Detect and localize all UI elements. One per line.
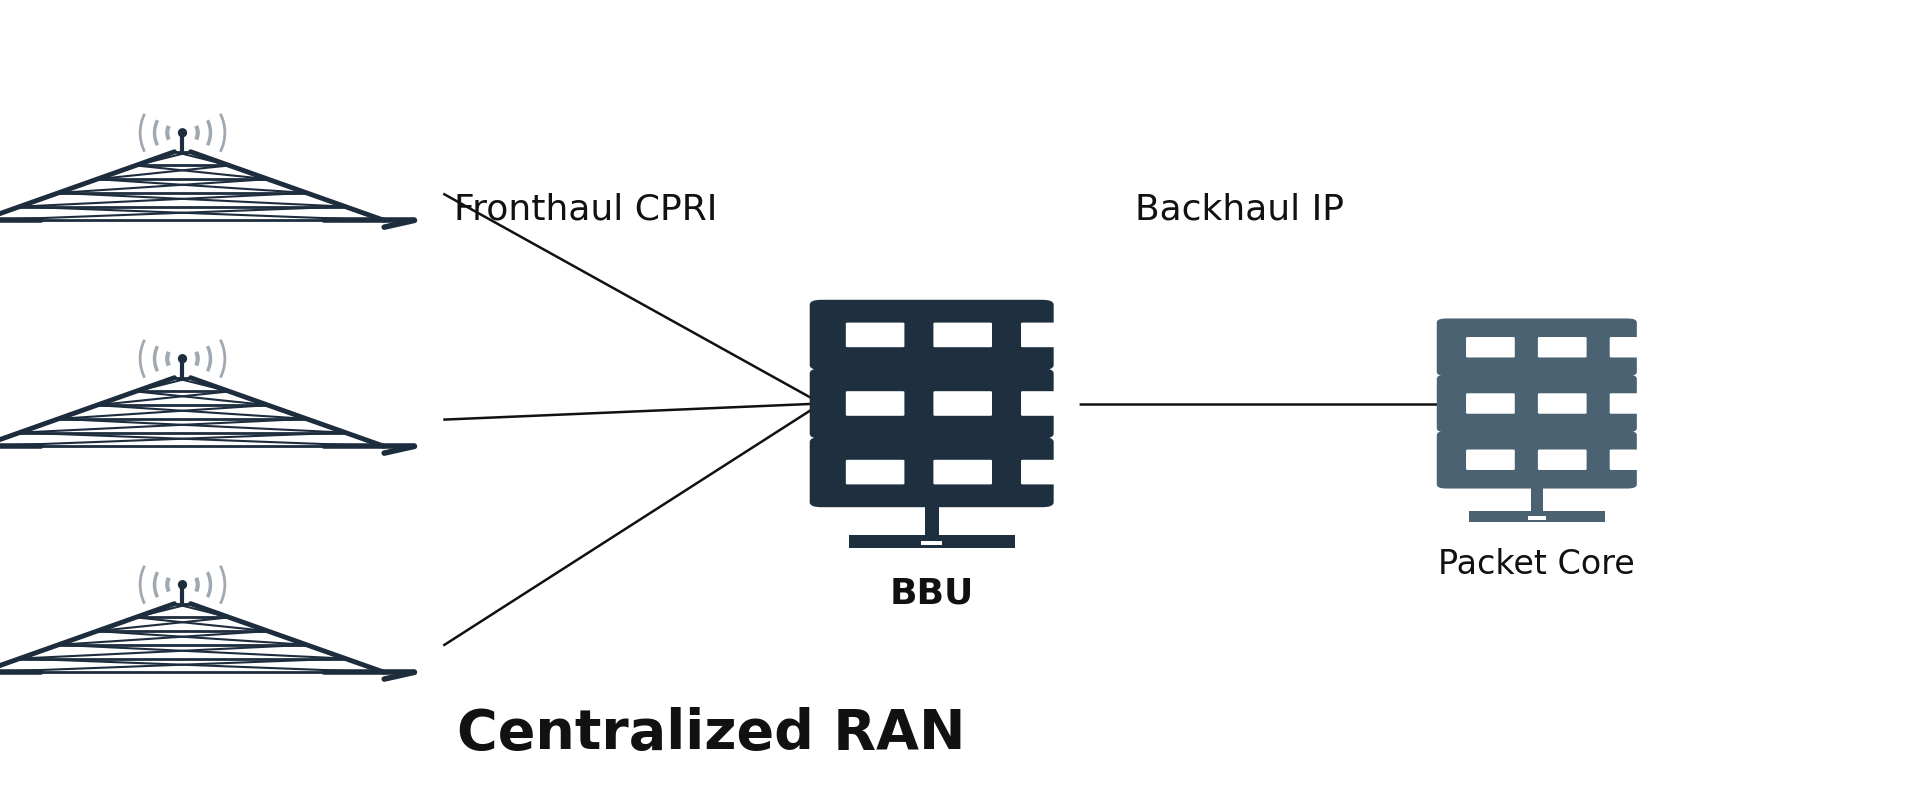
FancyBboxPatch shape [1539,393,1587,414]
FancyBboxPatch shape [1437,319,1637,376]
Ellipse shape [179,354,186,363]
Text: BBU: BBU [889,576,974,610]
FancyBboxPatch shape [1466,449,1516,470]
FancyBboxPatch shape [1022,323,1080,347]
FancyBboxPatch shape [849,535,1014,549]
FancyBboxPatch shape [845,323,905,347]
Text: Backhaul IP: Backhaul IP [1135,193,1343,227]
FancyBboxPatch shape [1531,484,1543,516]
FancyBboxPatch shape [1527,516,1546,520]
FancyBboxPatch shape [811,437,1053,508]
FancyBboxPatch shape [845,391,905,416]
FancyBboxPatch shape [1539,337,1587,358]
FancyBboxPatch shape [1610,393,1658,414]
Ellipse shape [179,128,186,137]
FancyBboxPatch shape [934,323,991,347]
FancyBboxPatch shape [1437,374,1637,433]
FancyBboxPatch shape [1022,460,1080,484]
FancyBboxPatch shape [934,460,991,484]
FancyBboxPatch shape [811,300,1053,370]
FancyBboxPatch shape [924,502,939,541]
FancyBboxPatch shape [1610,449,1658,470]
FancyBboxPatch shape [1539,449,1587,470]
Text: Packet Core: Packet Core [1439,549,1635,581]
FancyBboxPatch shape [811,368,1053,439]
Text: Fronthaul CPRI: Fronthaul CPRI [453,193,718,227]
FancyBboxPatch shape [845,460,905,484]
Text: Centralized RAN: Centralized RAN [457,708,964,761]
FancyBboxPatch shape [1466,337,1516,358]
FancyBboxPatch shape [1466,393,1516,414]
FancyBboxPatch shape [1470,512,1604,522]
FancyBboxPatch shape [1610,337,1658,358]
FancyBboxPatch shape [1022,391,1080,416]
Ellipse shape [179,580,186,589]
FancyBboxPatch shape [920,541,943,545]
FancyBboxPatch shape [934,391,991,416]
FancyBboxPatch shape [1437,431,1637,488]
